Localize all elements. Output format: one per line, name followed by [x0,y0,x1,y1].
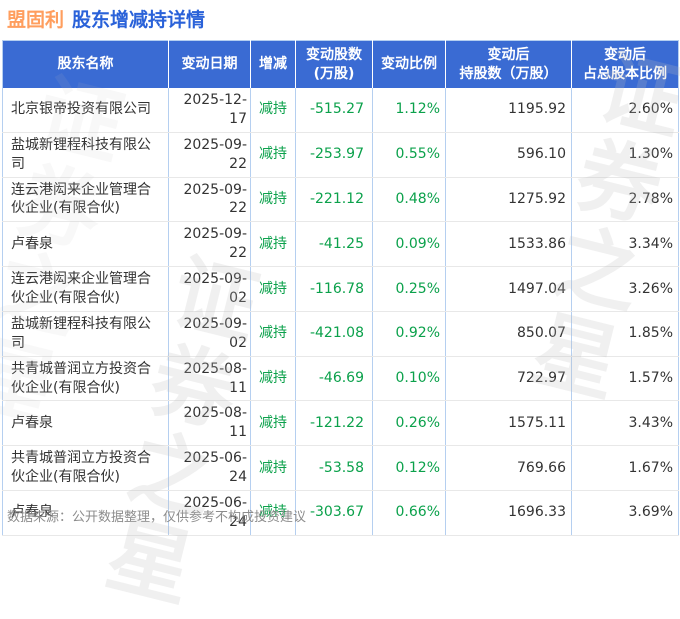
cell-change-shares: -253.97 [295,132,373,178]
cell-shareholder-name: 卢春泉 [2,400,169,447]
cell-change-ratio: 1.12% [372,88,446,133]
table-row: 卢春泉 2025-06-24 减持 -303.67 0.66% 1696.33 … [2,490,679,536]
table-row: 北京银帝投资有限公司 2025-12-17 减持 -515.27 1.12% 1… [2,88,679,133]
cell-shareholder-name: 北京银帝投资有限公司 [2,88,169,133]
cell-change-shares: -515.27 [295,88,373,133]
cell-change-shares: -221.12 [295,177,373,223]
cell-after-shares: 1195.92 [445,88,572,133]
stock-name-label: 盟固利 [7,9,65,31]
cell-change-date: 2025-09-22 [168,221,251,268]
cell-change-ratio: 0.25% [372,266,446,312]
cell-shareholder-name: 共青城普润立方投资合伙企业(有限合伙) [2,445,169,492]
cell-change-date: 2025-12-17 [168,88,251,133]
cell-action: 减持 [250,221,296,268]
cell-shareholder-name: 卢春泉 [2,221,169,268]
cell-change-date: 2025-09-22 [168,132,251,178]
shareholder-changes-table: 股东名称 变动日期 增减 变动股数 (万股) 变动比例 变动后 持股数（万股） … [2,40,679,536]
cell-shareholder-name: 盐城新锂程科技有限公司 [2,311,169,357]
cell-shareholder-name: 盐城新锂程科技有限公司 [2,132,169,178]
cell-change-ratio: 0.12% [372,445,446,492]
cell-after-shares: 1497.04 [445,266,572,312]
cell-change-shares: -121.22 [295,400,373,447]
table-row: 连云港闳来企业管理合伙企业(有限合伙) 2025-09-02 减持 -116.7… [2,266,679,312]
footer-note: 数据来源：公开数据整理，仅供参考不构成投资建议 [7,510,307,525]
cell-change-date: 2025-08-11 [168,400,251,447]
cell-change-ratio: 0.66% [372,490,446,536]
column-header-change-ratio: 变动比例 [372,40,446,88]
table-row: 卢春泉 2025-09-22 减持 -41.25 0.09% 1533.86 3… [2,221,679,268]
table-row: 盐城新锂程科技有限公司 2025-09-02 减持 -421.08 0.92% … [2,311,679,357]
table-row: 共青城普润立方投资合伙企业(有限合伙) 2025-06-24 减持 -53.58… [2,445,679,492]
cell-after-shares: 1575.11 [445,400,572,447]
page-title: 盟固利 股东增减持详情 [0,0,680,32]
column-header-after-ratio: 变动后 占总股本比例 [571,40,679,88]
cell-change-ratio: 0.10% [372,356,446,402]
cell-after-shares: 1696.33 [445,490,572,536]
cell-after-ratio: 3.26% [571,266,679,312]
cell-change-ratio: 0.55% [372,132,446,178]
cell-after-ratio: 1.67% [571,445,679,492]
page-title-text: 股东增减持详情 [72,9,206,31]
cell-after-ratio: 2.60% [571,88,679,133]
cell-after-shares: 1275.92 [445,177,572,223]
column-header-shareholder-name: 股东名称 [2,40,169,88]
table-row: 卢春泉 2025-08-11 减持 -121.22 0.26% 1575.11 … [2,400,679,447]
cell-change-shares: -421.08 [295,311,373,357]
table-row: 盐城新锂程科技有限公司 2025-09-22 减持 -253.97 0.55% … [2,132,679,178]
column-header-after-shares: 变动后 持股数（万股） [445,40,572,88]
cell-action: 减持 [250,177,296,223]
cell-after-ratio: 1.85% [571,311,679,357]
cell-after-ratio: 3.69% [571,490,679,536]
cell-change-ratio: 0.26% [372,400,446,447]
table-body: 北京银帝投资有限公司 2025-12-17 减持 -515.27 1.12% 1… [2,88,679,536]
cell-after-shares: 596.10 [445,132,572,178]
cell-shareholder-name: 连云港闳来企业管理合伙企业(有限合伙) [2,177,169,223]
cell-action: 减持 [250,132,296,178]
cell-change-shares: -303.67 [295,490,373,536]
cell-after-ratio: 1.30% [571,132,679,178]
cell-after-shares: 850.07 [445,311,572,357]
cell-change-shares: -41.25 [295,221,373,268]
cell-action: 减持 [250,88,296,133]
cell-change-date: 2025-06-24 [168,445,251,492]
cell-change-date: 2025-09-02 [168,311,251,357]
cell-change-date: 2025-08-11 [168,356,251,402]
cell-after-ratio: 3.43% [571,400,679,447]
cell-action: 减持 [250,311,296,357]
cell-action: 减持 [250,400,296,447]
cell-change-ratio: 0.09% [372,221,446,268]
table-header-row: 股东名称 变动日期 增减 变动股数 (万股) 变动比例 变动后 持股数（万股） … [2,40,679,88]
cell-change-date: 2025-09-02 [168,266,251,312]
cell-change-shares: -53.58 [295,445,373,492]
cell-action: 减持 [250,356,296,402]
cell-after-shares: 722.97 [445,356,572,402]
cell-change-ratio: 0.92% [372,311,446,357]
table-row: 连云港闳来企业管理合伙企业(有限合伙) 2025-09-22 减持 -221.1… [2,177,679,223]
column-header-change-date: 变动日期 [168,40,251,88]
cell-after-ratio: 3.34% [571,221,679,268]
cell-change-date: 2025-06-24 [168,490,251,536]
cell-shareholder-name: 连云港闳来企业管理合伙企业(有限合伙) [2,266,169,312]
cell-after-shares: 1533.86 [445,221,572,268]
cell-action: 减持 [250,445,296,492]
cell-after-shares: 769.66 [445,445,572,492]
cell-change-date: 2025-09-22 [168,177,251,223]
cell-after-ratio: 2.78% [571,177,679,223]
cell-shareholder-name: 卢春泉 [2,490,169,536]
cell-change-shares: -46.69 [295,356,373,402]
column-header-action: 增减 [250,40,296,88]
cell-change-ratio: 0.48% [372,177,446,223]
cell-change-shares: -116.78 [295,266,373,312]
table-row: 共青城普润立方投资合伙企业(有限合伙) 2025-08-11 减持 -46.69… [2,356,679,402]
column-header-change-shares: 变动股数 (万股) [295,40,373,88]
cell-after-ratio: 1.57% [571,356,679,402]
cell-action: 减持 [250,266,296,312]
cell-shareholder-name: 共青城普润立方投资合伙企业(有限合伙) [2,356,169,402]
